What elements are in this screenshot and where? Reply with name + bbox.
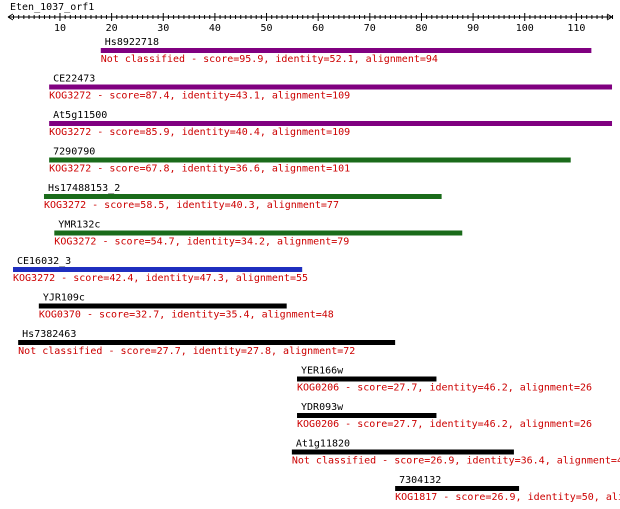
hit-bar[interactable] xyxy=(297,413,437,418)
hit-name: YMR132c xyxy=(58,220,100,231)
hit-bar[interactable] xyxy=(395,486,520,491)
hit-list: Hs8922718 Not classified - score=95.9, id… xyxy=(13,37,620,503)
hit-row: Hs8922718 Not classified - score=95.9, id… xyxy=(100,37,592,65)
hit-annotation: KOG3272 - score=54.7, identity=34.2, ali… xyxy=(54,237,349,248)
axis-arrow-right xyxy=(606,13,613,21)
hit-bar[interactable] xyxy=(291,449,514,455)
axis-tick-label: 70 xyxy=(364,23,376,34)
hit-bar[interactable] xyxy=(38,303,287,309)
hit-row: 7304132 KOG1817 - score=26.9, identity=50… xyxy=(395,475,620,503)
axis-tick-label: 40 xyxy=(209,23,221,34)
axis-tick-label: 100 xyxy=(516,23,534,34)
hit-name: YER166w xyxy=(301,366,344,377)
axis-tick-label: 110 xyxy=(567,23,585,34)
hit-annotation: KOG3272 - score=58.5, identity=40.3, ali… xyxy=(44,200,339,211)
hit-row: YMR132c KOG3272 - score=54.7, identity=34… xyxy=(54,220,463,248)
hit-name: 7304132 xyxy=(399,475,441,486)
hit-annotation: Not classified - score=95.9, identity=52… xyxy=(101,54,438,65)
hit-name: At1g11820 xyxy=(296,439,350,450)
hit-name: Hs7382463 xyxy=(22,329,76,340)
hit-annotation: KOG1817 - score=26.9, identity=50, align… xyxy=(395,492,620,503)
hit-row: YER166w KOG0206 - score=27.7, identity=46… xyxy=(297,366,592,394)
hit-annotation: KOG3272 - score=67.8, identity=36.6, ali… xyxy=(49,164,350,175)
axis-tick-label: 10 xyxy=(54,23,66,34)
hit-bar[interactable] xyxy=(49,121,613,126)
hit-annotation: KOG0206 - score=27.7, identity=46.2, ali… xyxy=(297,419,592,430)
hit-row: YJR109c KOG0370 - score=32.7, identity=35… xyxy=(38,293,334,321)
axis-tick-label: 30 xyxy=(157,23,169,34)
hit-annotation: Not classified - score=26.9, identity=36… xyxy=(292,456,620,467)
hit-row: Hs17488153_2 KOG3272 - score=58.5, identi… xyxy=(43,183,442,211)
hit-row: Hs7382463 Not classified - score=27.7, id… xyxy=(18,329,396,357)
hit-name: Hs17488153_2 xyxy=(48,183,120,194)
hit-row: At5g11500 KOG3272 - score=85.9, identity=… xyxy=(49,110,613,138)
hit-name: CE22473 xyxy=(53,74,95,85)
hit-name: YDR093w xyxy=(301,402,344,413)
axis-tick-label: 20 xyxy=(106,23,118,34)
axis-arrow-left xyxy=(7,13,14,21)
hit-annotation: Not classified - score=27.7, identity=27… xyxy=(18,346,355,357)
sequence-axis: 10 20 30 40 50 60 70 80 90 100 110 xyxy=(7,13,614,34)
hit-bar[interactable] xyxy=(49,84,613,90)
hit-name: CE16032_3 xyxy=(17,256,71,267)
query-title: Eten_1037_orf1 xyxy=(10,2,94,13)
hit-row: CE16032_3 KOG3272 - score=42.4, identity=… xyxy=(13,256,308,284)
hit-row: 7290790 KOG3272 - score=67.8, identity=36… xyxy=(49,147,571,175)
axis-tick-label: 80 xyxy=(415,23,427,34)
axis-tick-label: 50 xyxy=(261,23,273,34)
hit-bar[interactable] xyxy=(100,48,592,53)
hit-name: At5g11500 xyxy=(53,110,107,121)
hit-bar[interactable] xyxy=(13,267,303,272)
hit-annotation: KOG0206 - score=27.7, identity=46.2, ali… xyxy=(297,383,592,394)
hit-bar[interactable] xyxy=(297,376,437,382)
hit-row: At1g11820 Not classified - score=26.9, id… xyxy=(291,439,620,467)
axis-tick-label: 90 xyxy=(467,23,479,34)
hit-bar[interactable] xyxy=(43,194,442,199)
hit-annotation: KOG3272 - score=85.9, identity=40.4, ali… xyxy=(49,127,350,138)
axis-tick-label: 60 xyxy=(312,23,324,34)
hit-bar[interactable] xyxy=(18,340,396,345)
hit-row: CE22473 KOG3272 - score=87.4, identity=43… xyxy=(49,74,613,102)
hit-bar[interactable] xyxy=(54,230,463,236)
hit-name: 7290790 xyxy=(53,147,95,158)
hit-name: YJR109c xyxy=(43,293,85,304)
hit-name: Hs8922718 xyxy=(105,37,159,48)
hit-bar[interactable] xyxy=(49,157,571,163)
hit-annotation: KOG3272 - score=87.4, identity=43.1, ali… xyxy=(49,91,350,102)
hit-annotation: KOG0370 - score=32.7, identity=35.4, ali… xyxy=(39,310,334,321)
hit-annotation: KOG3272 - score=42.4, identity=47.3, ali… xyxy=(13,273,308,284)
hit-row: YDR093w KOG0206 - score=27.7, identity=46… xyxy=(297,402,592,430)
